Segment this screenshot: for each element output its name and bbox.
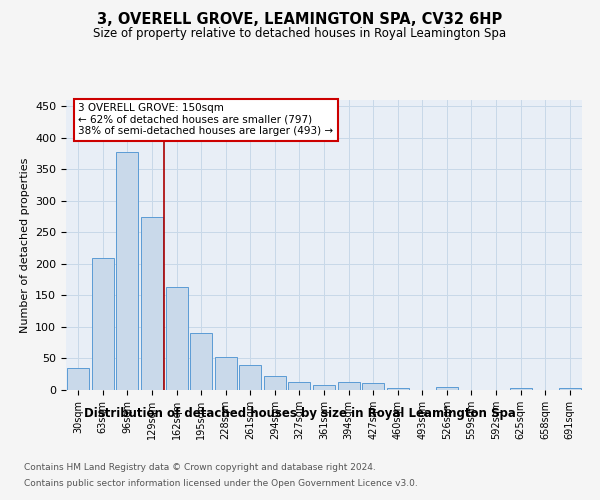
Bar xyxy=(141,216,163,390)
Bar xyxy=(116,152,139,390)
Text: Contains HM Land Registry data © Crown copyright and database right 2024.: Contains HM Land Registry data © Crown c… xyxy=(24,464,376,472)
Bar xyxy=(92,258,114,390)
Bar xyxy=(436,387,458,390)
Text: Distribution of detached houses by size in Royal Leamington Spa: Distribution of detached houses by size … xyxy=(84,408,516,420)
Bar xyxy=(338,382,359,390)
Bar xyxy=(559,388,581,390)
Bar xyxy=(166,287,188,390)
Text: Size of property relative to detached houses in Royal Leamington Spa: Size of property relative to detached ho… xyxy=(94,28,506,40)
Bar xyxy=(239,365,262,390)
Bar xyxy=(313,385,335,390)
Text: Contains public sector information licensed under the Open Government Licence v3: Contains public sector information licen… xyxy=(24,478,418,488)
Bar xyxy=(386,388,409,390)
Bar xyxy=(215,356,237,390)
Bar xyxy=(289,382,310,390)
Text: 3 OVERELL GROVE: 150sqm
← 62% of detached houses are smaller (797)
38% of semi-d: 3 OVERELL GROVE: 150sqm ← 62% of detache… xyxy=(78,103,334,136)
Bar xyxy=(67,368,89,390)
Text: 3, OVERELL GROVE, LEAMINGTON SPA, CV32 6HP: 3, OVERELL GROVE, LEAMINGTON SPA, CV32 6… xyxy=(97,12,503,28)
Y-axis label: Number of detached properties: Number of detached properties xyxy=(20,158,29,332)
Bar xyxy=(190,334,212,390)
Bar xyxy=(509,388,532,390)
Bar xyxy=(362,383,384,390)
Bar xyxy=(264,376,286,390)
